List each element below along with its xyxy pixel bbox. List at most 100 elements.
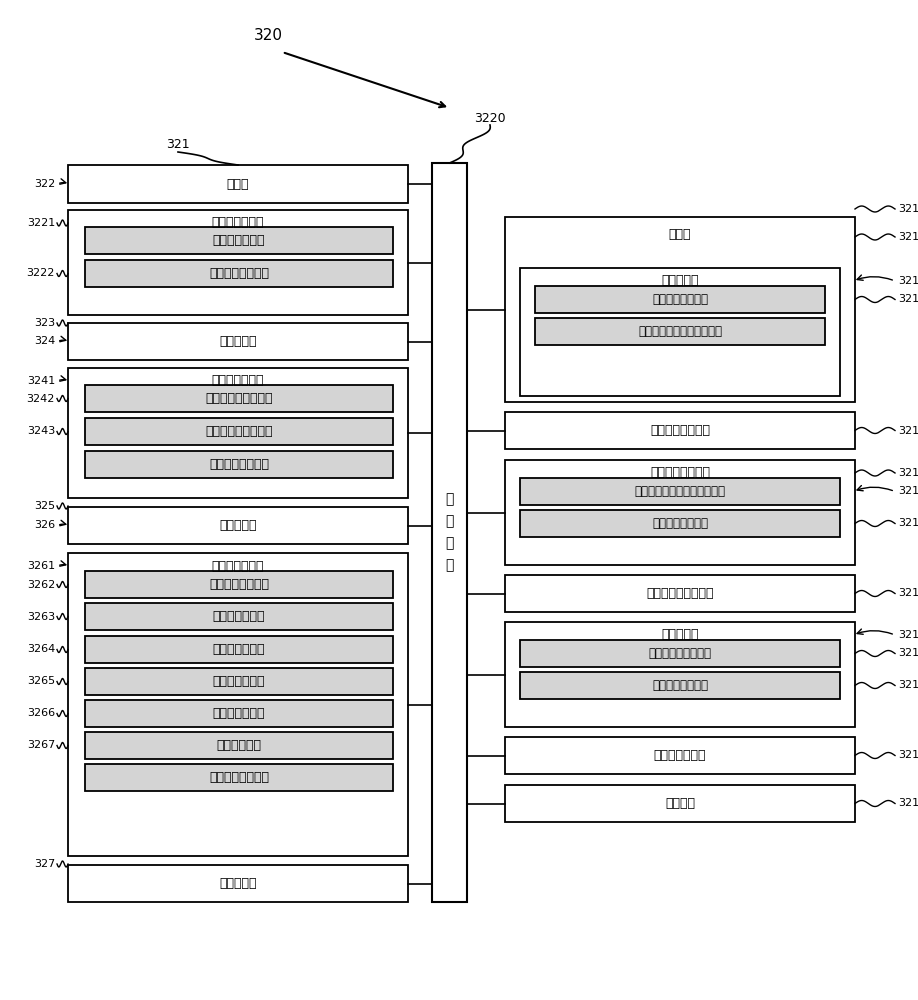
Text: 第三设定部: 第三设定部 <box>219 877 257 890</box>
Text: 预定规则获取单元: 预定规则获取单元 <box>209 578 269 591</box>
Text: 3211: 3211 <box>898 232 918 242</box>
Text: 3213: 3213 <box>898 468 918 478</box>
Text: 3212: 3212 <box>898 426 918 436</box>
Text: 比値计算单元: 比値计算单元 <box>217 739 262 752</box>
Bar <box>85 732 393 759</box>
Text: 局部最大値获取部: 局部最大値获取部 <box>650 424 710 437</box>
Text: 最大强度值获取单元: 最大强度值获取单元 <box>206 392 273 405</box>
Text: 3222: 3222 <box>27 268 55 278</box>
Text: 最大量程値获取单元: 最大量程値获取单元 <box>206 425 273 438</box>
Text: 325: 325 <box>34 501 55 511</box>
Bar <box>505 460 855 565</box>
Text: 接收部: 接收部 <box>227 178 250 190</box>
Bar <box>68 323 408 360</box>
Text: 特征峰判定单元: 特征峰判定单元 <box>213 675 265 688</box>
Text: 3267: 3267 <box>27 740 55 750</box>
Text: 极大值获取单元: 极大值获取单元 <box>213 610 265 623</box>
Bar <box>505 217 855 402</box>
Text: 第二条件判断单元: 第二条件判断单元 <box>209 458 269 471</box>
Bar <box>505 737 855 774</box>
Text: 位移偏差値计算部: 位移偏差値计算部 <box>650 466 710 480</box>
Text: 第一条件判断单元: 第一条件判断单元 <box>209 267 269 280</box>
Text: 322: 322 <box>34 179 55 189</box>
Text: 324: 324 <box>34 336 55 347</box>
Text: 3265: 3265 <box>27 676 55 686</box>
Text: 最终光谱设定部: 最终光谱设定部 <box>654 749 706 762</box>
Text: 搜索指令设定单元: 搜索指令设定单元 <box>652 293 708 306</box>
Text: 判定部: 判定部 <box>668 229 691 241</box>
Text: 强度値获取单元: 强度値获取单元 <box>213 643 265 656</box>
Text: 320: 320 <box>253 27 283 42</box>
Text: 部: 部 <box>445 536 453 550</box>
Bar <box>68 165 408 203</box>
Text: 第二设定部: 第二设定部 <box>219 519 257 532</box>
Text: 分: 分 <box>445 558 453 572</box>
Text: 第一设定部: 第一设定部 <box>219 335 257 348</box>
Text: 3211b: 3211b <box>898 294 918 304</box>
Bar <box>85 227 393 254</box>
Text: 3217: 3217 <box>898 798 918 808</box>
Text: 3211a: 3211a <box>898 276 918 286</box>
Text: 预定标准物质光谱接收单元: 预定标准物质光谱接收单元 <box>638 325 722 338</box>
Text: 3215: 3215 <box>898 630 918 640</box>
Bar <box>520 268 840 396</box>
Bar <box>85 636 393 663</box>
Text: 3210: 3210 <box>898 204 918 214</box>
Text: 321: 321 <box>166 138 190 151</box>
Bar <box>505 575 855 612</box>
Bar <box>505 622 855 727</box>
Text: 位移修正曲线拟合部: 位移修正曲线拟合部 <box>646 587 714 600</box>
Text: 3221: 3221 <box>27 218 55 228</box>
Bar <box>535 318 825 345</box>
Text: 3241: 3241 <box>27 376 55 386</box>
Text: 3214: 3214 <box>898 588 918 598</box>
Bar <box>68 553 408 856</box>
Text: 3263: 3263 <box>27 611 55 621</box>
Text: 3261: 3261 <box>27 561 55 571</box>
Text: 控: 控 <box>445 492 453 506</box>
Bar <box>505 412 855 449</box>
Text: 323: 323 <box>34 318 55 328</box>
Bar <box>68 210 408 315</box>
Text: 噪声値获取单元: 噪声値获取单元 <box>213 707 265 720</box>
Text: 位移修正値获取单元: 位移修正値获取单元 <box>648 647 711 660</box>
Text: 位移值获取单元: 位移值获取单元 <box>213 234 265 247</box>
Text: 第三获取判断部: 第三获取判断部 <box>212 560 264 572</box>
Bar <box>68 507 408 544</box>
Text: 第一获取判断部: 第一获取判断部 <box>212 217 264 230</box>
Bar <box>520 510 840 537</box>
Text: 第三条件判断单元: 第三条件判断单元 <box>209 771 269 784</box>
Text: 327: 327 <box>34 859 55 869</box>
Bar <box>520 672 840 699</box>
Text: 3216: 3216 <box>898 750 918 760</box>
Bar <box>68 368 408 498</box>
Bar <box>85 571 393 598</box>
Text: 3213a: 3213a <box>898 487 918 496</box>
Text: 3266: 3266 <box>27 708 55 718</box>
Bar <box>85 764 393 791</box>
Bar <box>85 700 393 727</box>
Text: 326: 326 <box>34 520 55 530</box>
Bar <box>85 668 393 695</box>
Text: 位移修正计算单元: 位移修正计算单元 <box>652 679 708 692</box>
Bar <box>505 785 855 822</box>
Text: 位移修正部: 位移修正部 <box>661 629 699 642</box>
Bar <box>85 603 393 630</box>
Bar <box>85 451 393 478</box>
Text: 3262: 3262 <box>27 580 55 589</box>
Text: 第二获取判断部: 第二获取判断部 <box>212 374 264 387</box>
Text: 位移偏差计算单元: 位移偏差计算单元 <box>652 517 708 530</box>
Bar <box>520 640 840 667</box>
Text: 输出部分: 输出部分 <box>665 797 695 810</box>
Bar <box>85 418 393 445</box>
Text: 3242: 3242 <box>27 393 55 403</box>
Text: 制: 制 <box>445 514 453 528</box>
Text: 3213b: 3213b <box>898 518 918 528</box>
Bar <box>432 163 467 902</box>
Text: 搜索获取部: 搜索获取部 <box>661 274 699 288</box>
Bar <box>85 260 393 287</box>
Bar <box>520 478 840 505</box>
Bar <box>68 865 408 902</box>
Text: 3215b: 3215b <box>898 680 918 690</box>
Text: 3264: 3264 <box>27 645 55 654</box>
